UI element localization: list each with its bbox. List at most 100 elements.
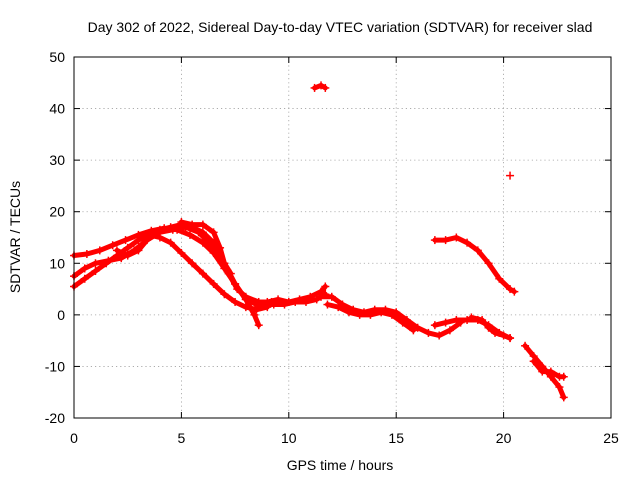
data-point [538,367,547,376]
data-point [95,246,104,255]
data-point [463,316,472,325]
data-point [452,316,461,325]
data-point [430,236,439,245]
data-point [413,323,422,332]
data-point [198,269,207,278]
data-point [117,254,126,263]
data-point [241,303,250,312]
data-point [145,233,154,242]
data-point [409,326,418,335]
series-track-15 [310,81,330,92]
y-axis-label: SDTVAR / TECUs [7,181,23,293]
data-point [231,297,240,306]
x-axis-label: GPS time / hours [287,457,394,473]
data-series [70,81,568,402]
data-point [506,334,515,343]
data-point [220,259,229,268]
data-point [452,233,461,242]
data-point [108,241,117,250]
data-point [166,238,175,247]
series-track-11 [467,313,515,343]
data-point [134,246,143,255]
series-track-2 [70,230,272,314]
data-point [231,279,240,288]
data-point [188,259,197,268]
data-point [104,256,113,265]
x-tick-label: 5 [178,430,186,446]
y-tick-label: 10 [49,255,65,271]
data-point [317,292,326,301]
data-point [80,264,89,273]
y-tick-label: 30 [49,152,65,168]
data-point [185,230,194,239]
data-point [209,279,218,288]
data-point [559,372,568,381]
data-point [123,243,132,252]
data-point [334,303,343,312]
data-point [445,326,454,335]
data-point [355,310,364,319]
data-point [506,171,515,180]
data-point [91,267,100,276]
data-point [252,303,261,312]
series-track-7 [259,290,330,309]
data-point [226,269,235,278]
data-point [435,331,444,340]
data-point [188,220,197,229]
series-line [432,235,517,295]
data-point [123,251,132,260]
data-point [177,218,186,227]
data-point [301,297,310,306]
data-point [441,318,450,327]
data-point [344,308,353,317]
data-point [555,383,564,392]
data-point [366,310,375,319]
data-point [441,236,450,245]
data-point [398,318,407,327]
data-point [198,228,207,237]
data-point [484,323,493,332]
data-point [323,300,332,309]
data-point [317,81,326,90]
data-point [254,321,263,330]
data-point [121,236,130,245]
data-point [280,300,289,309]
data-point [495,274,504,283]
data-point [430,321,439,330]
data-point [473,246,482,255]
data-point [166,223,175,232]
y-tick-label: -10 [45,358,65,374]
series-track-9 [323,300,418,335]
series-track-5 [177,218,235,278]
data-point [310,83,319,92]
y-tick-label: 20 [49,204,65,220]
data-point [259,300,268,309]
data-point [327,292,336,301]
data-point [269,300,278,309]
data-point [559,393,568,402]
data-point [91,259,100,268]
series-track-14 [529,357,568,381]
x-tick-label: 15 [388,430,404,446]
series-track-12 [430,233,519,296]
data-point [424,328,433,337]
x-tick-label: 20 [496,430,512,446]
data-point [241,295,250,304]
data-point [463,238,472,247]
axis-ticks: 0 5 10 15 20 25 -20 -10 0 10 20 30 40 50 [45,49,619,446]
data-point [291,297,300,306]
data-point [546,367,555,376]
y-tick-label: 40 [49,101,65,117]
data-point [484,259,493,268]
data-point [82,250,91,259]
x-tick-label: 10 [281,430,297,446]
data-point [321,282,330,291]
y-tick-label: 50 [49,49,65,65]
data-point [510,287,519,296]
data-point [155,225,164,234]
data-point [467,313,476,322]
data-point [312,295,321,304]
data-point [521,341,530,350]
data-point [387,310,396,319]
